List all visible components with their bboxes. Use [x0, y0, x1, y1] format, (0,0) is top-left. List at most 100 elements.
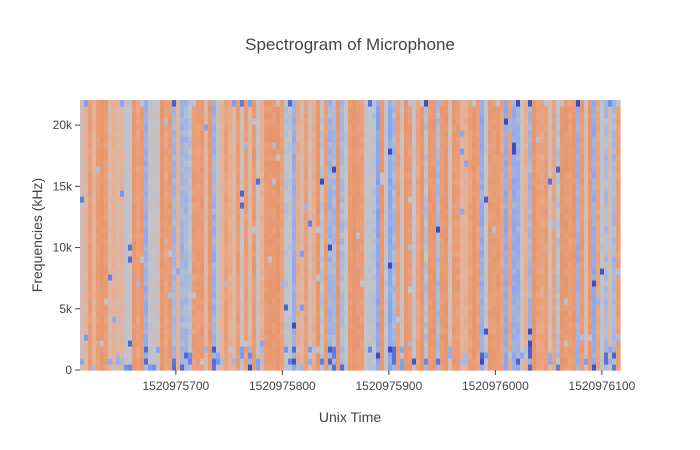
heatmap-cell — [156, 148, 161, 155]
heatmap-cell — [132, 292, 137, 299]
heatmap-cell — [404, 262, 409, 269]
heatmap-cell — [252, 250, 257, 257]
heatmap-cell — [404, 310, 409, 317]
heatmap-cell — [112, 118, 117, 125]
heatmap-cell — [412, 166, 417, 173]
heatmap-cell — [496, 100, 501, 107]
heatmap-cell — [396, 244, 401, 251]
heatmap-cell — [484, 262, 489, 269]
heatmap-cell — [292, 184, 297, 191]
heatmap-cell — [148, 310, 153, 317]
heatmap-cell — [168, 190, 173, 197]
heatmap-cell — [224, 148, 229, 155]
heatmap-cell — [272, 250, 277, 257]
heatmap-cell — [100, 238, 105, 245]
heatmap-cell — [252, 256, 257, 263]
heatmap-cell — [172, 112, 177, 119]
heatmap-cell — [260, 214, 265, 221]
heatmap-cell — [312, 118, 317, 125]
heatmap-cell — [140, 208, 145, 215]
heatmap-cell — [156, 358, 161, 365]
heatmap-cell — [444, 172, 449, 179]
heatmap-cell — [336, 316, 341, 323]
heatmap-cell — [508, 316, 513, 323]
heatmap-cell — [444, 196, 449, 203]
heatmap-cell — [336, 196, 341, 203]
heatmap-cell — [400, 286, 405, 293]
heatmap-cell — [244, 346, 249, 353]
heatmap-cell — [348, 238, 353, 245]
heatmap-cell — [488, 340, 493, 347]
heatmap-cell — [336, 334, 341, 341]
heatmap-cell — [492, 118, 497, 125]
heatmap-cell — [484, 280, 489, 287]
heatmap-cell — [292, 172, 297, 179]
heatmap-cell — [368, 280, 373, 287]
heatmap-cell — [376, 316, 381, 323]
heatmap-cell — [336, 160, 341, 167]
heatmap-cell — [308, 352, 313, 359]
heatmap-cell — [156, 214, 161, 221]
heatmap-cell — [376, 178, 381, 185]
heatmap-cell — [136, 130, 141, 137]
heatmap-cell — [132, 322, 137, 329]
heatmap-cell — [80, 310, 85, 317]
heatmap-cell — [300, 244, 305, 251]
heatmap-cell — [256, 310, 261, 317]
heatmap-cell — [428, 250, 433, 257]
heatmap-cell — [80, 190, 85, 197]
heatmap-cell — [268, 256, 273, 263]
heatmap-cell — [148, 100, 153, 107]
heatmap-cell — [492, 136, 497, 143]
heatmap-cell — [392, 178, 397, 185]
heatmap-cell — [476, 280, 481, 287]
heatmap-cell — [172, 346, 177, 353]
heatmap-cell — [380, 178, 385, 185]
heatmap-cell — [500, 364, 505, 371]
heatmap-cell — [476, 226, 481, 233]
heatmap-cell — [492, 220, 497, 227]
heatmap-cell — [188, 352, 193, 359]
heatmap-cell — [508, 196, 513, 203]
heatmap-cell — [336, 100, 341, 107]
heatmap-cell — [480, 346, 485, 353]
heatmap-cell — [276, 328, 281, 335]
heatmap-cell — [196, 346, 201, 353]
heatmap-cell — [276, 256, 281, 263]
heatmap-cell — [128, 316, 133, 323]
heatmap-cell — [424, 334, 429, 341]
heatmap-cell — [488, 100, 493, 107]
heatmap-cell — [128, 250, 133, 257]
heatmap-cell — [496, 310, 501, 317]
heatmap-cell — [244, 130, 249, 137]
heatmap-cell — [416, 178, 421, 185]
heatmap-cell — [264, 328, 269, 335]
heatmap-cell — [176, 334, 181, 341]
heatmap-cell — [104, 160, 109, 167]
heatmap-cell — [356, 196, 361, 203]
heatmap-cell — [212, 208, 217, 215]
heatmap-cell — [228, 190, 233, 197]
heatmap-cell — [100, 364, 105, 371]
heatmap-cell — [456, 250, 461, 257]
heatmap-cell — [316, 160, 321, 167]
heatmap-cell — [156, 322, 161, 329]
heatmap-cell — [140, 328, 145, 335]
heatmap-cell — [340, 340, 345, 347]
heatmap-cell — [388, 202, 393, 209]
heatmap-cell — [172, 160, 177, 167]
heatmap-cell — [148, 166, 153, 173]
heatmap-cell — [500, 232, 505, 239]
heatmap-cell — [92, 124, 97, 131]
heatmap-cell — [464, 274, 469, 281]
heatmap-cell — [460, 232, 465, 239]
heatmap-cell — [404, 292, 409, 299]
heatmap-cell — [432, 340, 437, 347]
heatmap-cell — [436, 364, 441, 371]
heatmap-cell — [432, 154, 437, 161]
heatmap-cell — [136, 202, 141, 209]
heatmap-cell — [356, 334, 361, 341]
heatmap-cell — [516, 184, 521, 191]
heatmap-cell — [332, 208, 337, 215]
heatmap-cell — [364, 268, 369, 275]
